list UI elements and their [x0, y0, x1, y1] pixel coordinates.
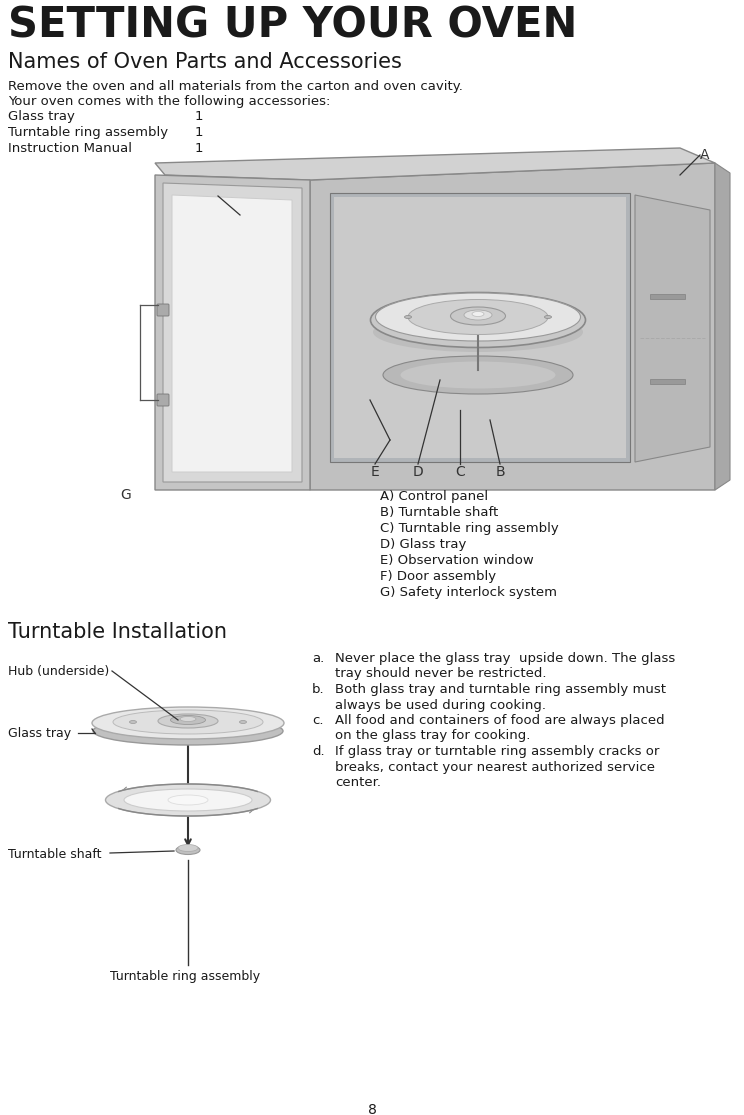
Polygon shape: [155, 175, 310, 489]
FancyBboxPatch shape: [157, 394, 169, 406]
Ellipse shape: [376, 293, 580, 341]
Text: c.: c.: [312, 714, 324, 727]
Text: E: E: [371, 465, 379, 479]
Polygon shape: [155, 148, 715, 180]
Ellipse shape: [383, 356, 573, 394]
Text: B) Turntable shaft: B) Turntable shaft: [380, 506, 498, 518]
Text: G) Safety interlock system: G) Safety interlock system: [380, 586, 557, 599]
Polygon shape: [172, 195, 292, 472]
Polygon shape: [330, 193, 630, 462]
Text: C: C: [455, 465, 465, 479]
Bar: [650, 294, 685, 299]
Text: F) Door assembly: F) Door assembly: [380, 570, 496, 583]
Bar: [650, 379, 685, 384]
Text: C) Turntable ring assembly: C) Turntable ring assembly: [380, 522, 559, 535]
Text: on the glass tray for cooking.: on the glass tray for cooking.: [335, 729, 530, 743]
Text: Turntable ring assembly: Turntable ring assembly: [8, 126, 168, 139]
Ellipse shape: [158, 714, 218, 728]
Ellipse shape: [405, 316, 411, 319]
Text: a.: a.: [312, 652, 324, 665]
Ellipse shape: [472, 311, 484, 317]
Ellipse shape: [113, 710, 263, 734]
Text: Glass tray: Glass tray: [8, 727, 71, 740]
Text: A) Control panel: A) Control panel: [380, 489, 488, 503]
Text: Turntable Installation: Turntable Installation: [8, 622, 227, 642]
Text: Remove the oven and all materials from the carton and oven cavity.: Remove the oven and all materials from t…: [8, 80, 463, 93]
Text: G: G: [120, 488, 131, 502]
Text: b.: b.: [312, 683, 324, 696]
Ellipse shape: [545, 316, 551, 319]
Ellipse shape: [373, 312, 583, 352]
Text: Glass tray: Glass tray: [8, 110, 75, 123]
Text: E) Observation window: E) Observation window: [380, 554, 533, 568]
Ellipse shape: [129, 720, 136, 724]
Text: D) Glass tray: D) Glass tray: [380, 539, 466, 551]
Text: Turntable ring assembly: Turntable ring assembly: [110, 970, 260, 983]
Ellipse shape: [106, 784, 271, 816]
Polygon shape: [334, 197, 626, 458]
Text: always be used during cooking.: always be used during cooking.: [335, 698, 546, 711]
Text: B: B: [496, 465, 505, 479]
Ellipse shape: [180, 717, 196, 721]
Text: All food and containers of food are always placed: All food and containers of food are alwa…: [335, 714, 664, 727]
Text: 8: 8: [368, 1103, 376, 1115]
Text: A: A: [700, 148, 710, 162]
Ellipse shape: [451, 307, 505, 324]
Ellipse shape: [464, 310, 492, 320]
Ellipse shape: [168, 795, 208, 805]
Text: 1: 1: [195, 142, 204, 155]
Polygon shape: [310, 163, 715, 489]
Text: 1: 1: [195, 126, 204, 139]
Ellipse shape: [176, 845, 200, 854]
Text: Both glass tray and turntable ring assembly must: Both glass tray and turntable ring assem…: [335, 683, 666, 696]
Text: tray should never be restricted.: tray should never be restricted.: [335, 668, 547, 680]
Polygon shape: [635, 195, 710, 462]
Text: SETTING UP YOUR OVEN: SETTING UP YOUR OVEN: [8, 4, 577, 47]
Ellipse shape: [170, 716, 205, 725]
Text: center.: center.: [335, 776, 381, 789]
Ellipse shape: [124, 789, 252, 811]
Ellipse shape: [400, 361, 556, 388]
Ellipse shape: [371, 292, 586, 348]
Ellipse shape: [178, 844, 198, 852]
Ellipse shape: [92, 707, 284, 739]
Text: breaks, contact your nearest authorized service: breaks, contact your nearest authorized …: [335, 760, 655, 774]
Text: If glass tray or turntable ring assembly cracks or: If glass tray or turntable ring assembly…: [335, 745, 659, 758]
Polygon shape: [715, 163, 730, 489]
Text: D: D: [413, 465, 423, 479]
Ellipse shape: [93, 717, 283, 745]
Text: Your oven comes with the following accessories:: Your oven comes with the following acces…: [8, 95, 330, 108]
Ellipse shape: [408, 300, 548, 334]
Text: F: F: [207, 188, 215, 202]
Text: Turntable shaft: Turntable shaft: [8, 849, 101, 861]
Text: Hub (underside): Hub (underside): [8, 665, 109, 678]
Text: Names of Oven Parts and Accessories: Names of Oven Parts and Accessories: [8, 52, 402, 72]
Text: d.: d.: [312, 745, 324, 758]
Text: Instruction Manual: Instruction Manual: [8, 142, 132, 155]
Text: Never place the glass tray  upside down. The glass: Never place the glass tray upside down. …: [335, 652, 676, 665]
FancyBboxPatch shape: [157, 304, 169, 316]
Text: 1: 1: [195, 110, 204, 123]
Ellipse shape: [240, 720, 246, 724]
Polygon shape: [163, 183, 302, 482]
